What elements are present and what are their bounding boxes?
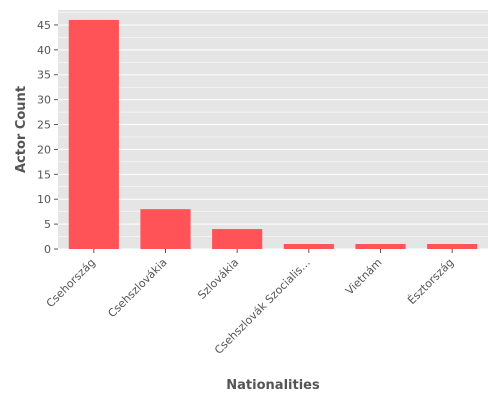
x-tick-label: Vietnám bbox=[343, 256, 385, 298]
gridlines bbox=[58, 12, 488, 250]
y-tick-label: 45 bbox=[37, 19, 51, 32]
y-tick-label: 5 bbox=[44, 218, 51, 231]
bar bbox=[68, 19, 119, 250]
y-axis-ticks: 0 5 10 15 20 25 30 35 40 45 bbox=[37, 19, 58, 256]
y-tick-label: 20 bbox=[37, 143, 51, 156]
bar bbox=[283, 244, 334, 249]
x-tick-label: Csehország bbox=[44, 256, 98, 310]
plot-panel bbox=[58, 10, 488, 249]
y-tick-label: 15 bbox=[37, 168, 51, 181]
bar bbox=[427, 244, 478, 249]
y-tick-label: 0 bbox=[44, 243, 51, 256]
y-tick-label: 30 bbox=[37, 94, 51, 107]
x-axis-ticks: Csehország Csehszlovákia SzlovákiaCsehszlo… bbox=[44, 249, 456, 357]
bars bbox=[68, 19, 478, 250]
y-tick-label: 35 bbox=[37, 69, 51, 82]
bar bbox=[355, 244, 406, 249]
y-tick-label: 25 bbox=[37, 119, 51, 132]
x-tick-label: Szlovákia bbox=[195, 256, 241, 302]
bar bbox=[140, 209, 191, 249]
y-tick-label: 10 bbox=[37, 193, 51, 206]
x-tick-label: Csehszlovákia bbox=[105, 256, 169, 320]
x-tick-label: Észtország bbox=[405, 256, 456, 307]
y-axis-label: Actor Count bbox=[14, 86, 29, 173]
bar bbox=[212, 229, 263, 249]
x-axis-label: Nationalities bbox=[226, 378, 320, 393]
y-tick-label: 40 bbox=[37, 44, 51, 57]
